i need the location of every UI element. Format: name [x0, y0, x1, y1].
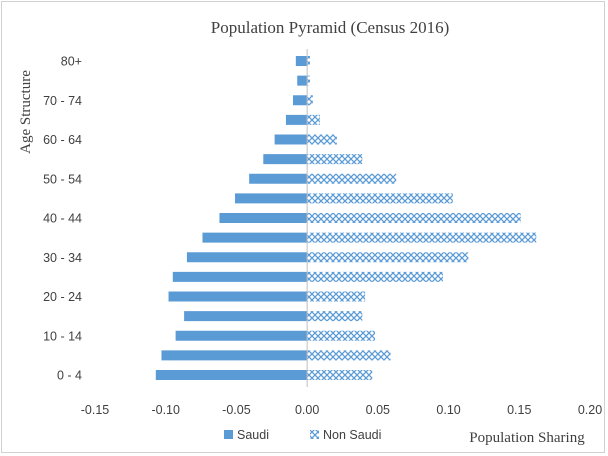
bars-group [155, 56, 537, 380]
x-tick-label: 0.05 [366, 403, 390, 417]
bar-saudi-11 [263, 154, 308, 165]
bar-non-saudi-4 [307, 291, 366, 302]
bar-saudi-0 [155, 370, 308, 380]
bar-non-saudi-16 [307, 56, 310, 66]
category-label: 30 - 34 [43, 251, 82, 265]
bar-saudi-9 [235, 193, 308, 204]
category-label: 80+ [61, 55, 82, 69]
bar-saudi-1 [161, 350, 308, 361]
bar-saudi-6 [186, 252, 308, 263]
legend-label-non-saudi: Non Saudi [323, 428, 381, 442]
bar-non-saudi-9 [307, 193, 453, 204]
bar-saudi-14 [293, 95, 308, 106]
bar-saudi-15 [297, 75, 308, 86]
bar-saudi-16 [295, 56, 308, 66]
bar-saudi-13 [285, 114, 308, 125]
category-label: 10 - 14 [43, 329, 82, 343]
bar-non-saudi-0 [307, 370, 373, 380]
bar-saudi-5 [172, 271, 308, 282]
bar-non-saudi-10 [307, 173, 397, 184]
legend: Saudi Non Saudi [224, 428, 381, 442]
bar-saudi-12 [274, 134, 308, 145]
bar-saudi-10 [249, 173, 308, 184]
bar-saudi-2 [175, 330, 308, 341]
x-tick-label: -0.05 [222, 403, 251, 417]
x-tick-labels: -0.15 -0.10 -0.05 0.00 0.05 0.10 0.15 0.20 [81, 403, 602, 417]
bar-non-saudi-7 [307, 232, 537, 243]
bar-non-saudi-3 [307, 311, 363, 322]
legend-swatch-non-saudi [310, 430, 319, 439]
x-tick-label: 0.15 [507, 403, 531, 417]
category-label: 50 - 54 [43, 172, 82, 186]
x-axis-label: Population Sharing [469, 430, 585, 446]
bar-non-saudi-2 [307, 330, 376, 341]
legend-swatch-saudi [224, 430, 233, 439]
chart-title: Population Pyramid (Census 2016) [211, 18, 449, 37]
category-label: 40 - 44 [43, 212, 82, 226]
x-tick-label: 0.10 [436, 403, 460, 417]
category-labels: 0 - 4 10 - 14 20 - 24 30 - 34 40 - 44 50 - 54… [43, 55, 82, 383]
x-tick-label: 0.00 [295, 403, 319, 417]
bar-saudi-4 [168, 291, 308, 302]
category-label: 0 - 4 [57, 369, 82, 383]
bar-non-saudi-5 [307, 271, 443, 282]
bar-saudi-7 [202, 232, 308, 243]
bar-non-saudi-12 [307, 134, 337, 145]
x-tick-label: -0.15 [81, 403, 110, 417]
category-label: 60 - 64 [43, 133, 82, 147]
legend-label-saudi: Saudi [237, 428, 269, 442]
category-label: 70 - 74 [43, 94, 82, 108]
bar-saudi-8 [219, 213, 308, 223]
x-tick-label: -0.10 [151, 403, 180, 417]
bar-non-saudi-1 [307, 350, 391, 361]
bar-non-saudi-11 [307, 154, 363, 165]
category-label: 20 - 24 [43, 290, 82, 304]
bar-non-saudi-8 [307, 213, 521, 223]
y-axis-label: Age Structure [18, 70, 34, 154]
x-tick-label: 0.20 [578, 403, 602, 417]
bar-non-saudi-13 [307, 114, 320, 125]
bar-non-saudi-15 [307, 75, 310, 86]
bar-saudi-3 [184, 311, 308, 322]
bar-non-saudi-14 [307, 95, 313, 106]
bar-non-saudi-6 [307, 252, 469, 263]
